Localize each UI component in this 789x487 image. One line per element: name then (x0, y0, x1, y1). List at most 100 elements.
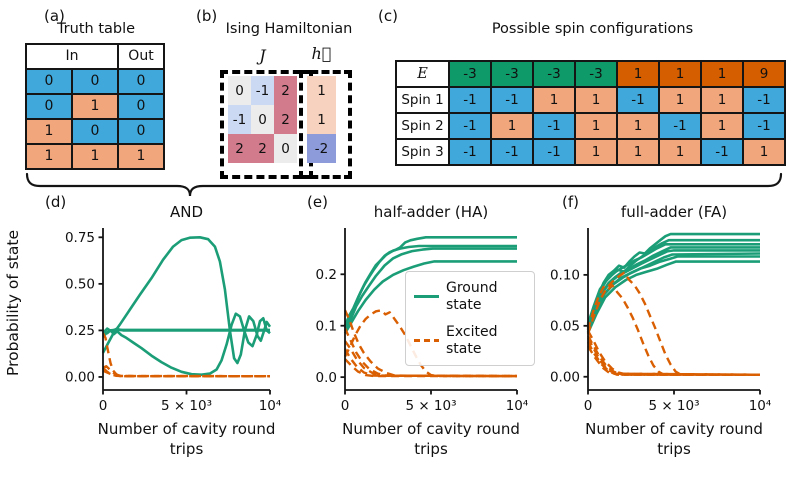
ground-state-line (586, 249, 760, 327)
spin-cell: 1 (700, 86, 744, 114)
panel-e-label: (e) (307, 193, 328, 211)
chart-and-title: AND (169, 203, 204, 221)
panel-c-title: Possible spin configurations (491, 21, 694, 37)
panel-f-label: (f) (562, 193, 579, 211)
spin-cell: -1 (700, 138, 744, 166)
curly-brace (25, 172, 783, 197)
j-matrix-cell: 2 (228, 134, 251, 163)
spin-cell: 1 (574, 86, 618, 114)
truth-table-cell: 1 (25, 118, 73, 145)
truth-table-cell: 0 (25, 93, 73, 120)
spin-cell: -1 (742, 86, 786, 114)
truth-table-cell: 1 (25, 143, 73, 170)
panel-d-label: (d) (45, 193, 67, 211)
spin-cell: -1 (490, 86, 534, 114)
x-tick-label: 0 (584, 398, 593, 414)
panel-c-label: (c) (378, 7, 398, 25)
chart-full-adder-xlabel: Number of cavity round trips (585, 420, 763, 458)
y-tick-label: 0.2 (316, 267, 337, 283)
legend-item-ground: Ground state (414, 280, 526, 313)
energy-cell: 1 (658, 60, 702, 88)
y-tick-label: 0.10 (550, 268, 580, 284)
excited-state-line (343, 348, 518, 378)
energy-cell: -3 (574, 60, 618, 88)
x-tick-label: 0 (341, 398, 350, 414)
spin-cell: -1 (532, 112, 576, 140)
spin-cell: -1 (616, 86, 660, 114)
h-vector-cell: 1 (307, 105, 336, 134)
y-tick-label: 0.1 (316, 318, 337, 334)
legend-item-excited: Excited state (414, 324, 526, 357)
spin-cell: -1 (448, 112, 492, 140)
j-matrix-cell: 0 (274, 134, 297, 163)
ground-state-line (586, 260, 760, 334)
excited-state-line (344, 340, 518, 378)
j-matrix-cell: 0 (228, 76, 251, 105)
h-vector-frame (299, 70, 352, 179)
y-tick-label: 0.25 (65, 323, 95, 339)
excited-state-line (343, 327, 518, 378)
excited-state-line (343, 309, 518, 378)
chart-half-adder-title: half-adder (HA) (373, 203, 489, 221)
h-vector-label: h⃗ (311, 44, 332, 63)
ground-state-line (102, 312, 271, 376)
energy-cell: -3 (448, 60, 492, 88)
x-tick-label: 10⁴ (506, 398, 529, 414)
spin-cell: 1 (616, 138, 660, 166)
spin-row-label: Spin 2 (395, 112, 450, 140)
h-vector-cell: 1 (307, 76, 336, 105)
truth-table-cell: 0 (71, 68, 119, 95)
spin-cell: 1 (616, 112, 660, 140)
spin-row-label: Spin 1 (395, 86, 450, 114)
spin-cell: -1 (742, 112, 786, 140)
chart-half-adder-xlabel: Number of cavity round trips (342, 420, 520, 458)
j-matrix: 0 -1 2 -1 0 2 2 2 0 (228, 76, 297, 163)
excited-state-line (344, 358, 517, 378)
y-tick-label: 0.75 (65, 230, 95, 246)
spin-row-label: Spin 3 (395, 138, 450, 166)
spin-cell: 1 (574, 112, 618, 140)
y-tick-label: 0.00 (65, 370, 95, 386)
truth-table-header-cell: Out (117, 43, 165, 70)
truth-table-cell: 0 (117, 68, 165, 95)
truth-table-cell: 1 (117, 143, 165, 170)
j-matrix-cell: 2 (274, 105, 297, 134)
ground-state-line (343, 247, 517, 332)
h-vector: 1 1 -2 (307, 76, 336, 163)
truth-table: In Out 0 0 0 0 1 0 1 0 0 1 1 1 (25, 43, 165, 170)
excited-state-line (586, 271, 760, 376)
truth-table-cell: 0 (25, 68, 73, 95)
j-matrix-label: J (259, 46, 266, 65)
legend-ground-label: Ground state (446, 280, 498, 313)
ground-state-line (343, 260, 517, 335)
chart-and: 0 5 × 10³ 10⁴ 0.00 0.25 0.50 0.75 (65, 228, 281, 414)
spin-config-table: E -3 -3 -3 -3 1 1 1 9 Spin 1 -1 -1 1 1 -1 1 1 -1 Spin 2 -1 1… (395, 60, 786, 166)
energy-row-label: E (395, 60, 450, 88)
truth-table-cell: 1 (71, 93, 119, 120)
j-matrix-cell: 0 (251, 105, 274, 134)
excited-state-line (102, 369, 271, 378)
panel-a-title: Truth table (56, 21, 136, 37)
ground-state-line (586, 255, 760, 330)
x-tick-label: 5 × 10³ (648, 398, 699, 414)
truth-table-cell: 1 (71, 143, 119, 170)
spin-cell: 1 (658, 86, 702, 114)
spin-cell: -1 (490, 138, 534, 166)
ground-state-line (343, 244, 517, 329)
spin-cell: 1 (658, 138, 702, 166)
chart-full-adder-title: full-adder (FA) (620, 203, 728, 221)
y-tick-label: 0.0 (316, 370, 337, 386)
spin-cell: 1 (574, 138, 618, 166)
y-axis-label: Probability of state (4, 230, 22, 376)
ground-state-line (101, 236, 272, 365)
energy-cell: 1 (700, 60, 744, 88)
truth-table-cell: 0 (71, 118, 119, 145)
energy-cell: 9 (742, 60, 786, 88)
ground-line-swatch (414, 295, 439, 298)
truth-table-cell: 0 (117, 93, 165, 120)
truth-table-header-cell: In (25, 43, 119, 70)
panel-a-label: (a) (44, 7, 65, 25)
panel-b-label: (b) (196, 7, 218, 25)
spin-cell: 1 (700, 112, 744, 140)
energy-cell: 1 (616, 60, 660, 88)
